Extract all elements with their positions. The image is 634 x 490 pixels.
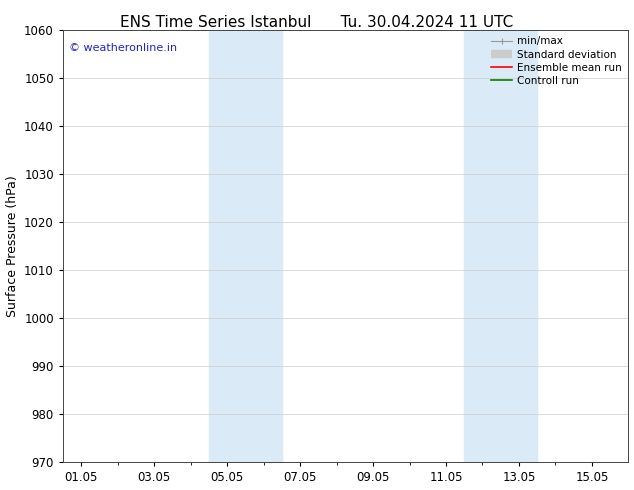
Bar — [464, 30, 537, 463]
Text: © weatheronline.in: © weatheronline.in — [68, 43, 177, 53]
Bar — [209, 30, 282, 463]
Legend: min/max, Standard deviation, Ensemble mean run, Controll run: min/max, Standard deviation, Ensemble me… — [488, 32, 626, 90]
Y-axis label: Surface Pressure (hPa): Surface Pressure (hPa) — [6, 175, 18, 317]
Text: ENS Time Series Istanbul      Tu. 30.04.2024 11 UTC: ENS Time Series Istanbul Tu. 30.04.2024 … — [120, 15, 514, 30]
